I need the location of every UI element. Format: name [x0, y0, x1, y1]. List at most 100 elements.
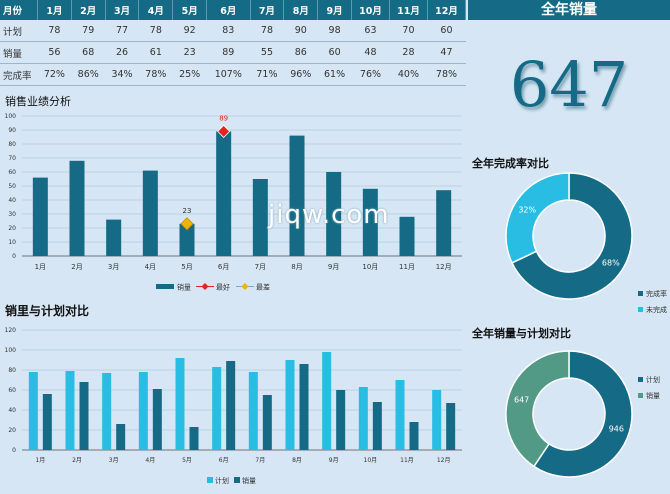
x-tick-label: 8月	[292, 457, 302, 464]
x-tick-label: 3月	[109, 457, 119, 464]
y-tick-label: 70	[8, 155, 16, 162]
donut-slice	[505, 350, 570, 468]
legend-swatch	[638, 291, 643, 296]
legend-label-worst: 最差	[256, 283, 270, 292]
legend-swatch-plan	[207, 477, 213, 483]
table-cell: 96%	[283, 63, 318, 86]
table-cell: 78%	[427, 63, 466, 86]
bar-sales	[142, 170, 158, 256]
table-cell: 55	[250, 41, 284, 64]
bar-plan	[138, 372, 148, 450]
x-tick-label: 6月	[218, 263, 229, 271]
x-tick-label: 5月	[181, 263, 192, 271]
table-row: 完成率 72% 86% 34% 78% 25% 107% 71% 96% 61% 76% 40% 78%	[0, 63, 466, 86]
y-tick-label: 100	[5, 347, 17, 354]
table-body: 计划 78 79 77 78 92 83 78 90 98 63 70 60 销量 56 68 26 61 23 89…	[0, 20, 466, 86]
x-tick-label: 12月	[436, 263, 452, 271]
legend-label: 销量	[646, 391, 660, 400]
marker-worst	[180, 217, 194, 231]
donut-slice	[510, 172, 633, 300]
table-cell: 60	[317, 41, 352, 64]
bar-sales	[189, 427, 199, 450]
table-cell: 98	[317, 20, 352, 42]
table-cell: 83	[206, 20, 251, 42]
y-tick-label: 40	[8, 197, 16, 204]
x-tick-label: 1月	[35, 457, 45, 464]
table-cell: 78	[138, 20, 173, 42]
table-row-label: 计划	[0, 20, 38, 42]
legend-label-sales: 销量	[242, 476, 256, 485]
table-cell: 78	[37, 20, 72, 42]
chart3-title: 全年完成率对比	[472, 157, 549, 170]
table-header-cell: 11月	[389, 0, 428, 20]
table-cell: 61%	[317, 63, 352, 86]
table-cell: 68	[71, 41, 106, 64]
bar-sales	[262, 395, 272, 450]
bar-sales	[216, 131, 232, 256]
x-tick-label: 2月	[72, 457, 82, 464]
bar-plan	[28, 372, 38, 450]
table-header-cell: 6月	[206, 0, 251, 20]
table-cell: 79	[71, 20, 106, 42]
legend-swatch-sales	[156, 284, 174, 289]
table-cell: 26	[105, 41, 139, 64]
table-cell: 47	[427, 41, 466, 64]
bar-sales	[152, 389, 162, 450]
y-tick-label: 40	[8, 407, 16, 414]
bar-plan	[285, 360, 295, 450]
x-tick-label: 1月	[35, 263, 46, 271]
bar-plan	[248, 372, 258, 450]
y-tick-label: 80	[8, 367, 16, 374]
table-cell: 61	[138, 41, 173, 64]
data-label: 89	[219, 114, 228, 122]
legend-label-sales: 销量	[177, 283, 191, 292]
bar-sales	[399, 216, 415, 256]
bar-sales	[326, 172, 342, 256]
donut-slice	[532, 350, 633, 478]
y-tick-label: 60	[8, 169, 16, 176]
y-tick-label: 20	[8, 427, 16, 434]
y-tick-label: 30	[8, 211, 16, 218]
table-cell: 23	[172, 41, 207, 64]
bar-plan	[432, 390, 442, 450]
x-tick-label: 7月	[255, 457, 265, 464]
donut-slice-label: 647	[514, 396, 529, 405]
table-row-label: 完成率	[0, 63, 38, 86]
chart2-title: 销里与计划对比	[5, 304, 90, 318]
legend-swatch	[638, 307, 643, 312]
x-tick-label: 12月	[437, 457, 451, 464]
table-cell: 78%	[138, 63, 173, 86]
table-header-month: 月份	[0, 0, 38, 20]
donut-slice-label: 32%	[518, 205, 536, 214]
watermark: jiqw.com	[268, 200, 390, 230]
y-tick-label: 80	[8, 141, 16, 148]
bar-sales	[252, 179, 268, 256]
table-cell: 56	[37, 41, 72, 64]
table-cell: 25%	[172, 63, 207, 86]
bar-sales	[179, 223, 195, 256]
legend-swatch-worst	[241, 283, 249, 290]
table-header-cell: 5月	[172, 0, 208, 20]
bar-sales	[372, 402, 382, 450]
table-cell: 76%	[351, 63, 390, 86]
donut-slice-label: 68%	[602, 259, 620, 268]
bar-sales	[446, 403, 456, 450]
x-tick-label: 10月	[364, 457, 378, 464]
table-cell: 40%	[389, 63, 428, 86]
y-tick-label: 0	[12, 253, 16, 260]
y-tick-label: 10	[8, 239, 16, 246]
y-tick-label: 0	[12, 447, 16, 454]
bar-plan	[322, 352, 332, 450]
bar-plan	[358, 387, 368, 450]
bar-sales	[436, 190, 452, 256]
legend-swatch	[638, 393, 643, 398]
table-header-cell: 10月	[351, 0, 390, 20]
y-tick-label: 50	[8, 183, 16, 190]
sales-performance-chart: 0 10 20 30 40 50 60 70 80 90 100 1月 2月 3月 4月 5月 6月 7月 8月 9月…	[5, 113, 462, 292]
kpi-title: 全年销量	[541, 2, 597, 18]
legend-swatch	[638, 377, 643, 382]
x-tick-label: 4月	[145, 263, 156, 271]
x-tick-label: 8月	[291, 263, 302, 271]
legend-swatch-best	[201, 283, 209, 290]
